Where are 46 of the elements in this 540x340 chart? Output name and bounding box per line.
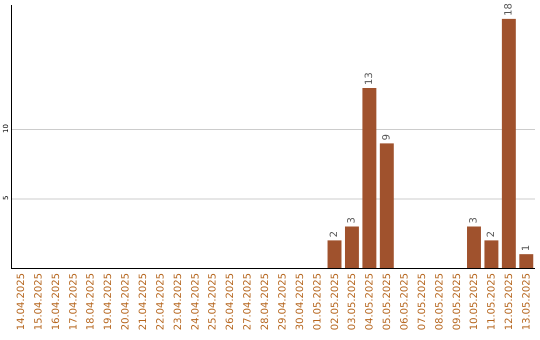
x-tick-label: 22.04.2025 bbox=[155, 273, 166, 330]
bar bbox=[344, 226, 359, 268]
x-tick-label: 25.04.2025 bbox=[208, 273, 219, 330]
data-label: 9 bbox=[381, 134, 392, 140]
bar bbox=[467, 226, 481, 268]
x-tick-label: 26.04.2025 bbox=[225, 273, 236, 330]
bar bbox=[502, 18, 516, 268]
data-label: 18 bbox=[503, 3, 514, 16]
x-tick-label: 12.05.2025 bbox=[504, 273, 516, 330]
x-tick-label: 01.05.2025 bbox=[312, 273, 324, 330]
x-tick-label: 09.05.2025 bbox=[452, 273, 463, 330]
x-tick-label: 04.05.2025 bbox=[364, 273, 376, 330]
bar bbox=[380, 143, 394, 268]
x-tick-label: 23.04.2025 bbox=[172, 273, 184, 330]
data-label: 13 bbox=[364, 72, 375, 86]
x-tick-label: 27.04.2025 bbox=[242, 273, 254, 330]
x-tick-label: 08.05.2025 bbox=[434, 273, 446, 330]
x-tick-label: 20.04.2025 bbox=[120, 273, 132, 330]
x-tick-label: 16.04.2025 bbox=[50, 273, 62, 330]
bar bbox=[519, 254, 534, 268]
x-tick-label: 13.05.2025 bbox=[522, 273, 533, 330]
bar bbox=[484, 240, 498, 268]
x-tick-label: 02.05.2025 bbox=[330, 273, 341, 330]
x-tick-label: 29.04.2025 bbox=[277, 273, 288, 330]
x-tick-label: 03.05.2025 bbox=[347, 273, 358, 330]
x-tick-label: 21.04.2025 bbox=[138, 273, 149, 330]
x-tick-label: 05.05.2025 bbox=[382, 273, 394, 330]
x-tick-label: 14.04.2025 bbox=[16, 273, 27, 330]
bar bbox=[328, 240, 342, 268]
data-label: 2 bbox=[329, 230, 340, 238]
x-tick-label: 10.05.2025 bbox=[469, 273, 480, 330]
bar bbox=[362, 88, 376, 268]
x-tick-label: 19.04.2025 bbox=[103, 273, 114, 330]
data-label: 3 bbox=[346, 217, 358, 224]
x-tick-label: 18.04.2025 bbox=[86, 273, 97, 330]
data-label: 1 bbox=[520, 244, 532, 252]
x-tick-label: 28.04.2025 bbox=[260, 273, 272, 330]
x-tick-label: 11.05.2025 bbox=[486, 273, 498, 330]
x-tick-label: 17.04.2025 bbox=[68, 273, 80, 330]
x-tick-label: 06.05.2025 bbox=[400, 273, 410, 330]
x-tick-label: 24.04.2025 bbox=[190, 273, 202, 330]
data-label: 2 bbox=[486, 230, 497, 238]
x-tick-label: 07.05.2025 bbox=[416, 273, 428, 330]
data-label: 3 bbox=[468, 217, 480, 224]
x-tick-label: 15.04.2025 bbox=[33, 273, 44, 330]
x-tick-label: 30.04.2025 bbox=[294, 273, 306, 330]
